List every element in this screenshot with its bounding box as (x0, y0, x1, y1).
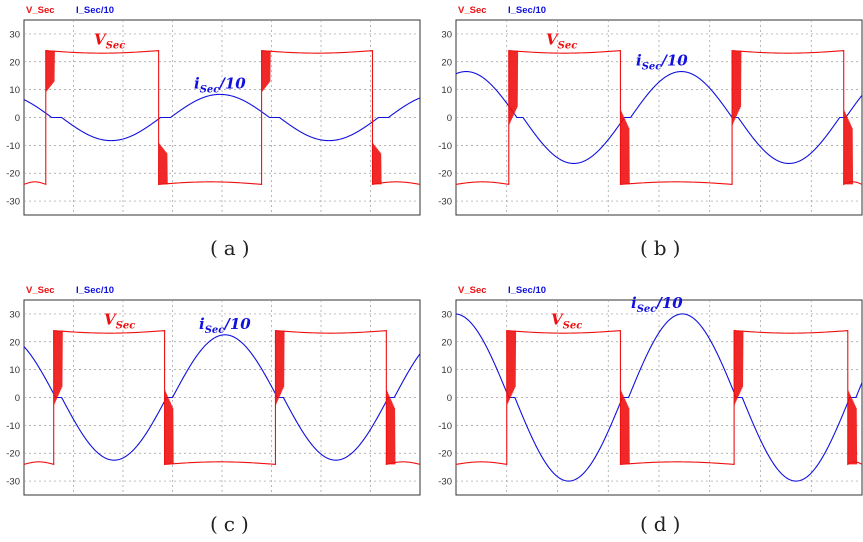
vsec-oscillation-burst (53, 330, 63, 405)
vsec-oscillation-burst (158, 143, 168, 185)
y-tick-label: 10 (9, 85, 20, 96)
legend-vsec: V_Sec (458, 5, 487, 16)
y-tick-label: 20 (441, 337, 452, 348)
vsec-oscillation-burst (620, 110, 630, 185)
vsec-oscillation-burst (847, 390, 858, 465)
chart-svg: 30 20 10 0 -10 -20 -30 V_Sec I_Sec/10 VSec iSec/10 (6, 285, 421, 496)
y-tick-label: 20 (441, 57, 452, 68)
legend-isec: I_Sec/10 (508, 5, 546, 16)
vsec-oscillation-burst (275, 330, 285, 405)
legend-isec: I_Sec/10 (76, 5, 114, 16)
y-tick-label: -20 (438, 169, 452, 180)
y-tick-label: 30 (9, 29, 20, 40)
vsec-oscillation-burst (731, 50, 742, 125)
y-tick-label: 0 (15, 393, 20, 404)
series-isec-line (455, 70, 863, 165)
series-isec-line (23, 334, 421, 461)
y-tick-label: -10 (438, 421, 452, 432)
chart-svg: 30 20 10 0 -10 -20 -30 V_Sec I_Sec/10 VSec iSec/10 (6, 5, 421, 216)
vsec-oscillation-burst (733, 330, 744, 405)
annotation-isec: iSec/10 (199, 315, 251, 336)
y-tick-label: 10 (441, 365, 452, 376)
y-tick-label: 20 (9, 337, 20, 348)
series-isec-line (23, 93, 421, 142)
legend-isec: I_Sec/10 (508, 285, 546, 296)
annotation-isec: iSec/10 (636, 52, 688, 73)
annotation-vsec: VSec (546, 31, 577, 52)
y-tick-label: -30 (438, 477, 452, 488)
chart-panel-d: 30 20 10 0 -10 -20 -30 V_Sec I_Sec/10 VSec iSec/10 (432, 280, 863, 512)
legend-isec: I_Sec/10 (76, 285, 114, 296)
y-tick-label: -20 (438, 449, 452, 460)
y-tick-label: -20 (6, 169, 20, 180)
vsec-oscillation-burst (843, 110, 854, 185)
caption-d: (d) (640, 512, 687, 536)
chart-svg: 30 20 10 0 -10 -20 -30 V_Sec I_Sec/10 VSec iSec/10 (438, 5, 863, 216)
caption-a: (a) (210, 236, 256, 260)
legend-vsec: V_Sec (26, 285, 55, 296)
chart-panel-c: 30 20 10 0 -10 -20 -30 V_Sec I_Sec/10 VSec iSec/10 (0, 280, 422, 512)
y-tick-label: -30 (6, 197, 20, 208)
legend-vsec: V_Sec (26, 5, 55, 16)
chart-panel-a: 30 20 10 0 -10 -20 -30 V_Sec I_Sec/10 VSec iSec/10 (0, 0, 422, 232)
vsec-oscillation-burst (506, 330, 517, 405)
y-tick-label: -10 (6, 141, 20, 152)
annotation-vsec: VSec (94, 31, 125, 52)
y-tick-label: 0 (447, 393, 452, 404)
annotation-isec: iSec/10 (194, 74, 246, 95)
y-tick-label: -10 (6, 421, 20, 432)
y-tick-label: 10 (441, 85, 452, 96)
y-tick-label: 30 (441, 29, 452, 40)
series-isec-line (455, 313, 863, 482)
y-tick-label: 30 (441, 309, 452, 320)
y-tick-label: 10 (9, 365, 20, 376)
y-tick-label: -30 (438, 197, 452, 208)
vsec-oscillation-burst (372, 143, 382, 185)
caption-c: (c) (210, 512, 255, 536)
caption-b: (b) (640, 236, 687, 260)
vsec-oscillation-burst (261, 50, 271, 92)
vsec-oscillation-burst (620, 390, 630, 465)
annotation-isec: iSec/10 (631, 294, 683, 315)
chart-panel-b: 30 20 10 0 -10 -20 -30 V_Sec I_Sec/10 VSec iSec/10 (432, 0, 863, 232)
y-tick-label: -20 (6, 449, 20, 460)
y-tick-label: 20 (9, 57, 20, 68)
y-tick-label: 0 (447, 113, 452, 124)
legend-vsec: V_Sec (458, 285, 487, 296)
y-tick-label: -10 (438, 141, 452, 152)
vsec-oscillation-burst (164, 390, 174, 465)
y-tick-label: 0 (15, 113, 20, 124)
y-tick-label: -30 (6, 477, 20, 488)
chart-svg: 30 20 10 0 -10 -20 -30 V_Sec I_Sec/10 VSec iSec/10 (438, 285, 863, 496)
vsec-oscillation-burst (508, 50, 519, 125)
vsec-oscillation-burst (385, 390, 396, 465)
annotation-vsec: VSec (551, 311, 582, 332)
annotation-vsec: VSec (104, 311, 135, 332)
y-tick-label: 30 (9, 309, 20, 320)
vsec-oscillation-burst (45, 50, 55, 92)
